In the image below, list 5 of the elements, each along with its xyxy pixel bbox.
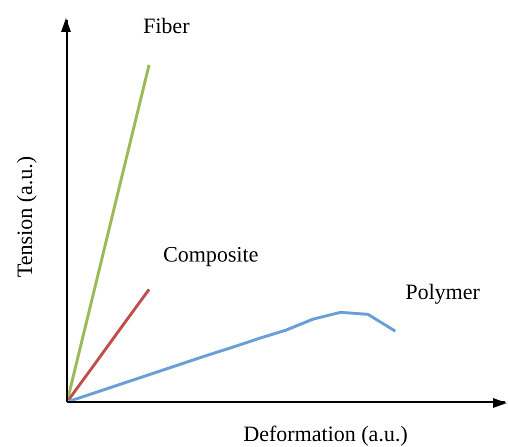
series-label: Polymer — [405, 279, 481, 304]
series-label: Fiber — [143, 12, 190, 38]
y-axis-title: Tension (a.u.) — [12, 156, 37, 278]
x-axis-title: Deformation (a.u.) — [243, 421, 408, 446]
series-label: Composite — [163, 241, 258, 266]
